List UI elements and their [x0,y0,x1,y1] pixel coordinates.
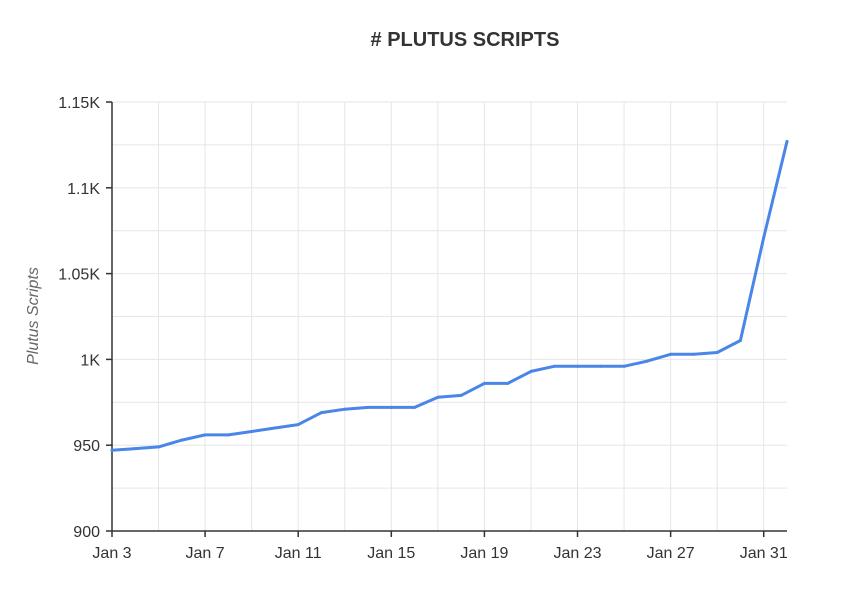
data-point [366,405,370,409]
data-point [180,438,184,442]
data-point [785,140,789,143]
data-point [343,407,347,411]
y-tick-label: 1K [80,352,100,369]
data-point [133,447,137,451]
y-tick-label: 900 [73,524,100,541]
data-point [296,423,300,427]
data-point [482,381,486,385]
data-point [622,364,626,368]
x-tick-label: Jan 19 [460,545,508,562]
data-point [413,405,417,409]
y-axis-title: Plutus Scripts [25,267,42,365]
data-point [762,236,766,240]
data-point [506,381,510,385]
series-line [110,140,789,452]
x-tick-label: Jan 7 [186,545,225,562]
x-axis-ticks: Jan 3 Jan 7 Jan 11 Jan 15 Jan 19 Jan 23 Jan 27… [92,531,788,562]
data-point [669,352,673,356]
x-tick-label: Jan 27 [647,545,695,562]
data-point [250,430,254,433]
gridlines [112,101,787,531]
data-point [110,448,114,452]
x-tick-label: Jan 3 [92,545,131,562]
axes [111,102,787,532]
data-point [459,393,463,397]
y-tick-label: 1.1K [67,181,100,198]
data-point [226,433,230,437]
x-tick-label: Jan 23 [553,545,601,562]
x-tick-label: Jan 11 [275,545,322,562]
data-point [529,369,533,373]
data-point [389,405,393,409]
y-axis-ticks: 900 950 1K 1.05K 1.1K 1.15K [58,95,112,541]
data-point [599,364,603,368]
y-tick-label: 1.15K [58,95,100,112]
x-tick-label: Jan 31 [740,545,788,562]
y-tick-label: 950 [73,438,100,455]
x-tick-label: Jan 15 [367,545,415,562]
data-point [273,426,277,430]
data-point [203,433,207,437]
data-point [320,411,323,415]
data-point [552,364,556,368]
data-point [715,351,719,354]
data-point [576,364,579,368]
y-tick-label: 1.05K [58,267,100,284]
data-point [692,352,696,356]
data-point [436,395,440,399]
series-group [110,140,789,452]
data-point [645,359,649,363]
data-point [738,339,742,342]
data-point [157,445,161,449]
chart-title: # PLUTUS SCRIPTS [371,29,560,51]
